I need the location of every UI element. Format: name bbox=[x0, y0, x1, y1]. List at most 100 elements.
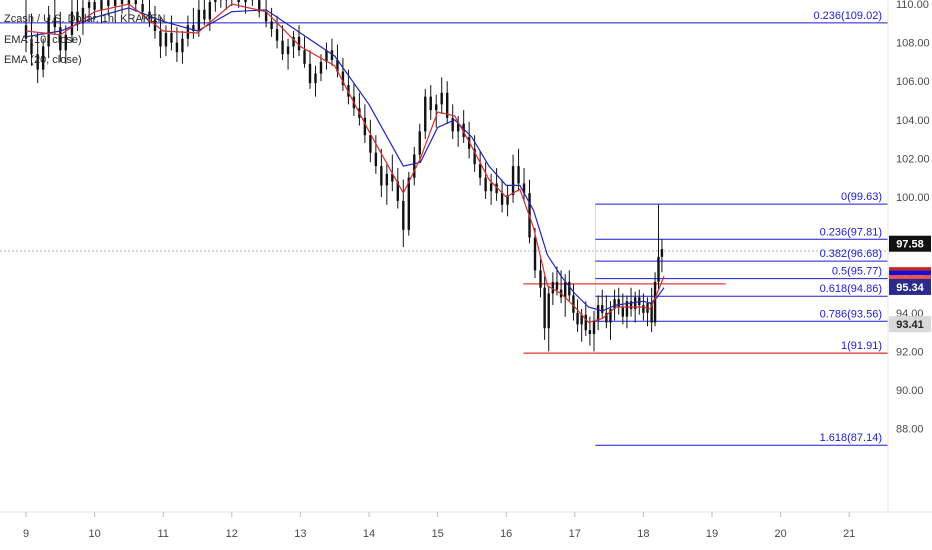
time-axis[interactable]: 9 10 11 12 13 14 15 16 17 18 19 20 21 bbox=[0, 511, 932, 550]
candle bbox=[30, 13, 33, 66]
fib-level-label: 0.5(95.77) bbox=[832, 266, 882, 278]
candle bbox=[605, 295, 608, 329]
candle bbox=[341, 58, 345, 91]
chart-legend[interactable]: Zcash / U.S. Dollar, 1h, KRAKEN EMA (10,… bbox=[4, 13, 165, 66]
candle bbox=[170, 15, 173, 51]
price-badge-value: 95.34 bbox=[896, 282, 924, 294]
fib-level-label: 0.236(109.02) bbox=[814, 10, 883, 22]
candle bbox=[576, 299, 579, 333]
price-tick-labels: 110.00108.00106.00104.00102.00100.0094.0… bbox=[896, 0, 930, 436]
time-tick-label: 10 bbox=[88, 528, 100, 540]
candle bbox=[601, 289, 604, 319]
candle bbox=[159, 17, 162, 59]
ema-slow-label[interactable]: EMA (20, close) bbox=[4, 54, 82, 66]
price-badge-bg bbox=[889, 278, 931, 295]
candle bbox=[297, 25, 301, 57]
price-badge-bg bbox=[889, 316, 931, 333]
candle bbox=[657, 204, 660, 290]
candle bbox=[286, 38, 290, 70]
candle bbox=[70, 0, 74, 43]
candle bbox=[308, 50, 312, 89]
candle bbox=[127, 0, 131, 18]
price-tick-label: 104.00 bbox=[896, 115, 930, 127]
candle bbox=[113, 0, 117, 22]
time-tick-label: 16 bbox=[500, 528, 512, 540]
candle bbox=[107, 0, 110, 16]
candle bbox=[500, 179, 504, 213]
candle bbox=[369, 119, 372, 163]
fib-level-label: 1.618(87.14) bbox=[820, 432, 882, 444]
candle bbox=[660, 239, 664, 273]
candle bbox=[413, 146, 416, 186]
candle bbox=[208, 0, 212, 32]
candle bbox=[303, 36, 306, 68]
candle bbox=[511, 154, 515, 203]
fib-level-label: 0(99.63) bbox=[841, 191, 882, 203]
candle bbox=[292, 31, 295, 59]
candle bbox=[446, 81, 449, 124]
candle bbox=[275, 15, 279, 49]
candle bbox=[374, 135, 378, 174]
candle bbox=[543, 276, 546, 340]
candle bbox=[76, 0, 79, 32]
candle bbox=[53, 0, 57, 35]
candle bbox=[219, 0, 223, 8]
candle bbox=[47, 5, 50, 59]
candle bbox=[650, 287, 653, 333]
candle bbox=[244, 0, 247, 14]
price-tick-label: 108.00 bbox=[896, 38, 930, 50]
price-badge: 95.34 bbox=[889, 278, 931, 295]
candle bbox=[270, 7, 273, 37]
price-tick-label: 100.00 bbox=[896, 192, 930, 204]
ema-slow-line bbox=[25, 7, 665, 312]
price-axis[interactable]: 110.00108.00106.00104.00102.00100.0094.0… bbox=[887, 0, 932, 512]
time-tick-label: 12 bbox=[226, 528, 238, 540]
candle bbox=[547, 285, 550, 352]
candle bbox=[429, 85, 432, 120]
price-tick-label: 106.00 bbox=[896, 76, 930, 88]
fib-level-label: 0.786(93.56) bbox=[820, 308, 882, 320]
ema-fast-label[interactable]: EMA (10, close) bbox=[4, 34, 82, 46]
price-badge: 93.41 bbox=[889, 316, 931, 333]
candle bbox=[402, 179, 405, 248]
symbol-title[interactable]: Zcash / U.S. Dollar, 1h, KRAKEN bbox=[4, 13, 165, 25]
candle bbox=[418, 123, 421, 163]
candle bbox=[81, 0, 85, 35]
candle bbox=[93, 0, 96, 20]
time-tick-label: 15 bbox=[431, 528, 443, 540]
candle bbox=[251, 0, 254, 6]
candle bbox=[325, 42, 328, 70]
candle bbox=[100, 0, 103, 24]
candle bbox=[489, 173, 493, 205]
candle bbox=[24, 0, 28, 53]
candle bbox=[175, 27, 179, 62]
candle bbox=[181, 31, 184, 64]
candle bbox=[396, 168, 400, 209]
candle bbox=[314, 65, 317, 97]
time-tick-label: 18 bbox=[637, 528, 649, 540]
candle bbox=[281, 25, 284, 60]
ema-fast-line bbox=[25, 3, 665, 324]
candle bbox=[621, 293, 625, 325]
candle bbox=[380, 148, 383, 197]
price-tick-label: 90.00 bbox=[896, 385, 924, 397]
candle bbox=[539, 258, 542, 298]
candle bbox=[629, 287, 633, 317]
candle bbox=[59, 11, 62, 62]
candle bbox=[517, 148, 520, 192]
candle bbox=[258, 0, 261, 18]
price-badge-value: 97.58 bbox=[896, 239, 924, 251]
candle bbox=[41, 38, 45, 78]
price-tick-label: 88.00 bbox=[896, 424, 924, 436]
price-axis-background bbox=[888, 0, 932, 512]
candle bbox=[203, 0, 206, 26]
candle bbox=[484, 162, 487, 199]
fib-level-label: 0.382(96.68) bbox=[820, 248, 882, 260]
candle bbox=[617, 287, 620, 315]
ema-lines bbox=[25, 3, 665, 324]
candle bbox=[134, 0, 137, 12]
